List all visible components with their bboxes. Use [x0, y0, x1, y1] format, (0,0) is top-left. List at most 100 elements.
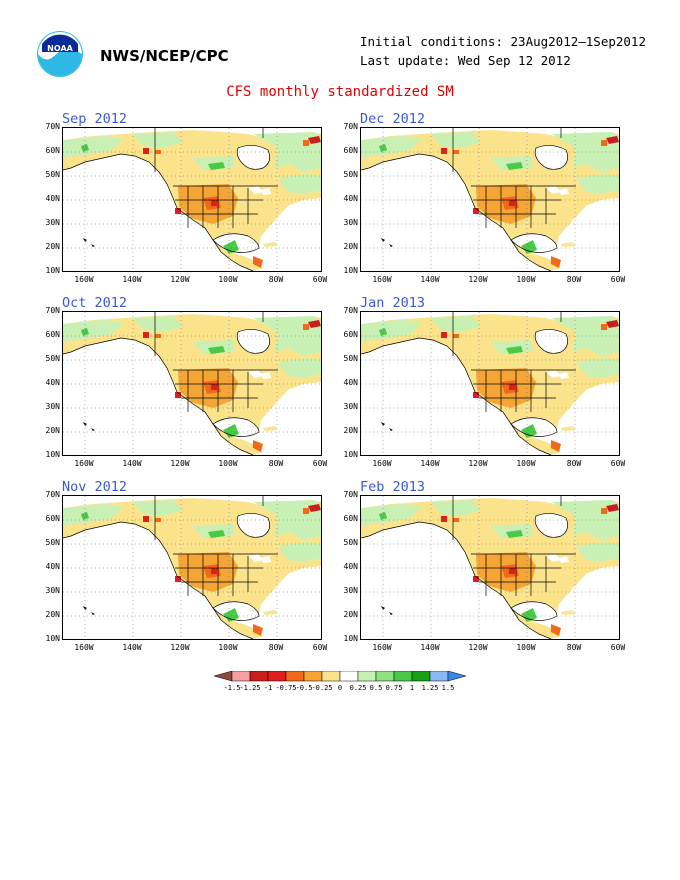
colorbar-label: 0.75 [386, 684, 403, 692]
lat-tick-label: 70N [343, 122, 358, 131]
lon-tick-label: 100W [218, 643, 238, 652]
soil-moisture-map [62, 127, 322, 272]
lon-tick-label: 100W [516, 459, 536, 468]
colorbar-swatch [357, 670, 377, 682]
colorbar-swatch [249, 670, 269, 682]
soil-moisture-map [360, 495, 620, 640]
lon-tick-label: 80W [566, 643, 582, 652]
colorbar-swatch [321, 670, 341, 682]
lat-tick-label: 50N [343, 170, 358, 179]
lon-tick-label: 120W [170, 643, 190, 652]
soil-moisture-map [360, 311, 620, 456]
lon-tick-label: 140W [420, 643, 440, 652]
lat-tick-label: 40N [343, 194, 358, 203]
colorbar-label: -0.5 [296, 684, 313, 692]
colorbar-swatch [231, 670, 251, 682]
lat-tick-label: 70N [45, 306, 60, 315]
lat-tick-label: 20N [45, 610, 60, 619]
lon-tick-label: 100W [516, 643, 536, 652]
lat-tick-label: 10N [45, 266, 60, 275]
lat-tick-label: 20N [45, 242, 60, 251]
colorbar-swatch [267, 670, 287, 682]
colorbar-legend: -1.5 -1.25 -1 -0.75 -0.5 -0.25 0 0.25 0.5 0.75 1 1.… [200, 670, 480, 692]
soil-moisture-map [62, 311, 322, 456]
lon-tick-label: 120W [468, 643, 488, 652]
colorbar-swatch [375, 670, 395, 682]
panel-label: Sep 2012 [62, 111, 128, 127]
lat-tick-label: 50N [343, 354, 358, 363]
lon-tick-label: 80W [566, 275, 582, 284]
lat-tick-label: 70N [45, 490, 60, 499]
panel-label: Nov 2012 [62, 479, 128, 495]
colorbar-swatch [213, 670, 233, 682]
lat-tick-label: 60N [343, 146, 358, 155]
lat-tick-label: 40N [45, 378, 60, 387]
lon-tick-label: 80W [566, 459, 582, 468]
lat-tick-label: 40N [45, 194, 60, 203]
lon-tick-label: 100W [218, 459, 238, 468]
lon-tick-label: 60W [312, 643, 328, 652]
lat-tick-label: 30N [45, 402, 60, 411]
lat-tick-label: 30N [45, 218, 60, 227]
lat-tick-label: 70N [45, 122, 60, 131]
lon-tick-label: 120W [468, 275, 488, 284]
colorbar-swatch [285, 670, 305, 682]
colorbar-swatch [429, 670, 449, 682]
lon-tick-label: 60W [610, 275, 626, 284]
lon-tick-label: 160W [74, 643, 94, 652]
lat-tick-label: 30N [343, 586, 358, 595]
soil-moisture-map [62, 495, 322, 640]
colorbar-label: -0.75 [275, 684, 296, 692]
colorbar-label: -0.25 [311, 684, 332, 692]
colorbar-label: 0.5 [370, 684, 383, 692]
colorbar-label: -1.5 [224, 684, 241, 692]
lat-tick-label: 30N [343, 218, 358, 227]
map-panel: Jan 2013 [344, 295, 650, 481]
colorbar-label: 1.5 [442, 684, 455, 692]
lat-tick-label: 60N [343, 514, 358, 523]
map-panel: Sep 2012 [46, 111, 352, 297]
lon-tick-label: 60W [312, 275, 328, 284]
lon-tick-label: 160W [74, 275, 94, 284]
lon-tick-label: 160W [372, 459, 392, 468]
colorbar-swatch [339, 670, 359, 682]
colorbar-swatch [447, 670, 467, 682]
lat-tick-label: 10N [343, 634, 358, 643]
panel-label: Feb 2013 [360, 479, 426, 495]
noaa-logo-icon: NOAA [36, 30, 84, 78]
lat-tick-label: 50N [45, 354, 60, 363]
colorbar-swatch [303, 670, 323, 682]
soil-moisture-map [360, 127, 620, 272]
lon-tick-label: 80W [268, 643, 284, 652]
map-panel: Feb 2013 [344, 479, 650, 665]
colorbar-swatch [393, 670, 413, 682]
lon-tick-label: 80W [268, 459, 284, 468]
lat-tick-label: 40N [45, 562, 60, 571]
panel-label: Dec 2012 [360, 111, 426, 127]
lat-tick-label: 70N [343, 306, 358, 315]
colorbar-label: -1.25 [239, 684, 260, 692]
lat-tick-label: 60N [45, 146, 60, 155]
lon-tick-label: 140W [122, 275, 142, 284]
lat-tick-label: 50N [45, 538, 60, 547]
lat-tick-label: 10N [343, 266, 358, 275]
svg-text:NOAA: NOAA [47, 44, 73, 53]
lon-tick-label: 100W [218, 275, 238, 284]
lon-tick-label: 80W [268, 275, 284, 284]
lat-tick-label: 20N [343, 610, 358, 619]
lat-tick-label: 60N [343, 330, 358, 339]
lat-tick-label: 30N [343, 402, 358, 411]
lon-tick-label: 60W [312, 459, 328, 468]
panel-label: Jan 2013 [360, 295, 426, 311]
initial-conditions: Initial conditions: 23Aug2012—1Sep2012 [360, 34, 646, 49]
last-update: Last update: Wed Sep 12 2012 [360, 53, 571, 68]
lat-tick-label: 40N [343, 562, 358, 571]
org-name: NWS/NCEP/CPC [100, 47, 229, 65]
lat-tick-label: 10N [45, 450, 60, 459]
lat-tick-label: 20N [343, 242, 358, 251]
lat-tick-label: 50N [343, 538, 358, 547]
lon-tick-label: 120W [170, 459, 190, 468]
lat-tick-label: 10N [45, 634, 60, 643]
map-panel: Oct 2012 [46, 295, 352, 481]
lat-tick-label: 60N [45, 330, 60, 339]
